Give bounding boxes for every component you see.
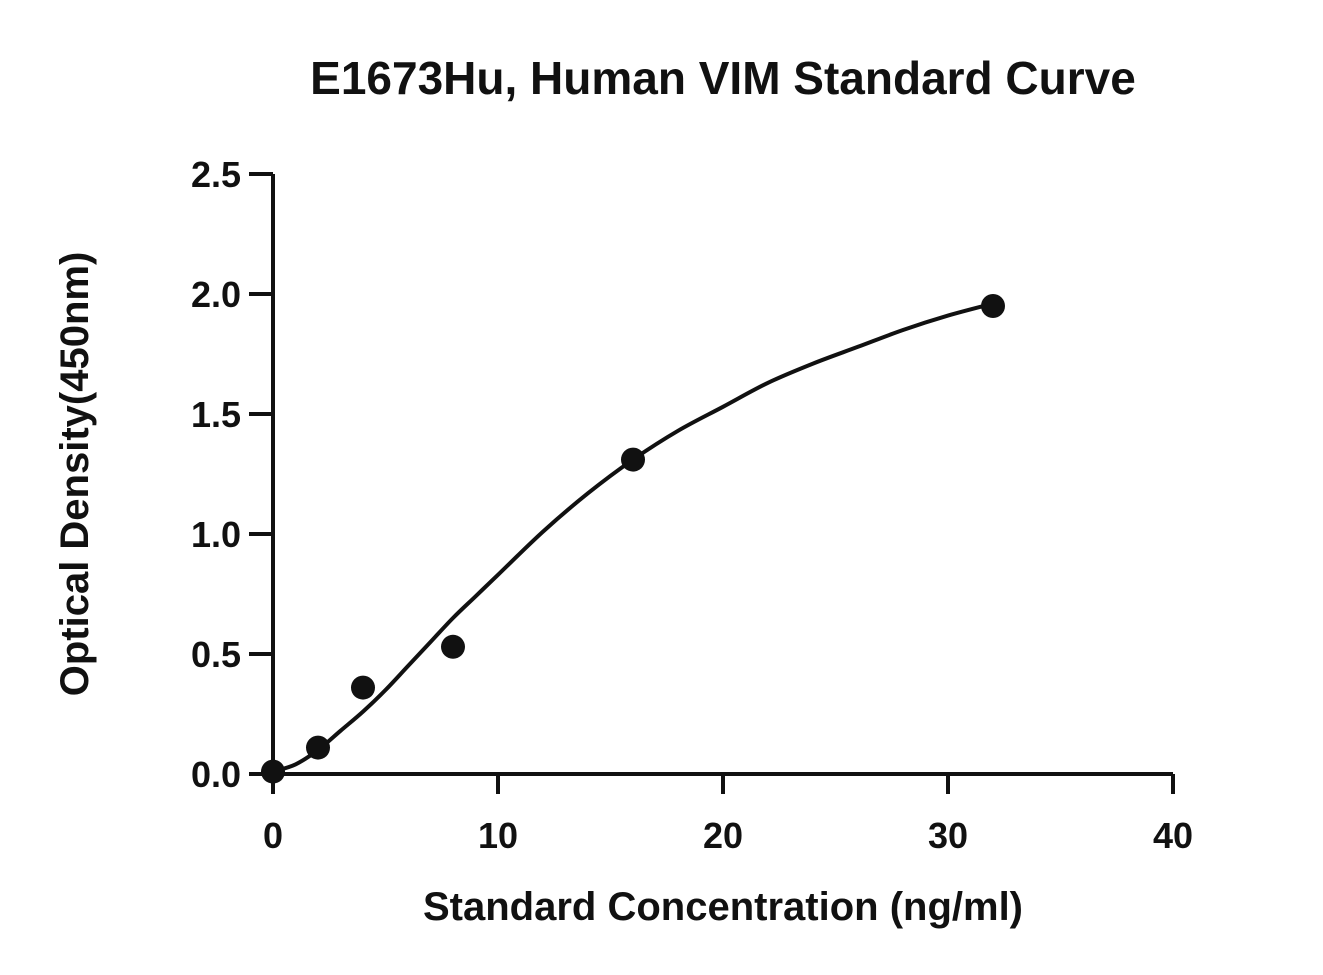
x-tick-label: 0 bbox=[263, 815, 283, 856]
y-axis-ticks: 0.0 0.5 1.0 1.5 2.0 2.5 bbox=[191, 154, 273, 795]
y-tick-label: 2.0 bbox=[191, 274, 241, 315]
data-point bbox=[441, 634, 465, 659]
y-tick-label: 1.5 bbox=[191, 394, 241, 435]
y-axis-label: Optical Density(450nm) bbox=[53, 252, 97, 697]
x-axis-ticks: 0 10 20 30 40 bbox=[263, 774, 1193, 856]
y-tick-label: 2.5 bbox=[191, 154, 241, 195]
y-tick-label: 0.5 bbox=[191, 634, 241, 675]
x-tick-label: 10 bbox=[478, 815, 518, 856]
data-point bbox=[261, 759, 285, 784]
x-tick-label: 30 bbox=[928, 815, 968, 856]
data-point bbox=[351, 675, 375, 700]
x-tick-label: 40 bbox=[1153, 815, 1193, 856]
data-point bbox=[306, 735, 330, 760]
x-tick-label: 20 bbox=[703, 815, 743, 856]
y-tick-label: 1.0 bbox=[191, 514, 241, 555]
y-tick-label: 0.0 bbox=[191, 754, 241, 795]
data-point bbox=[981, 294, 1005, 318]
x-axis-label: Standard Concentration (ng/ml) bbox=[423, 885, 1023, 929]
data-points-layer bbox=[261, 294, 1005, 784]
data-point bbox=[621, 447, 645, 472]
chart-title: E1673Hu, Human VIM Standard Curve bbox=[310, 52, 1136, 104]
fit-curve-line bbox=[272, 301, 994, 774]
chart-axes bbox=[271, 174, 1173, 776]
fit-curve-layer bbox=[272, 301, 994, 774]
